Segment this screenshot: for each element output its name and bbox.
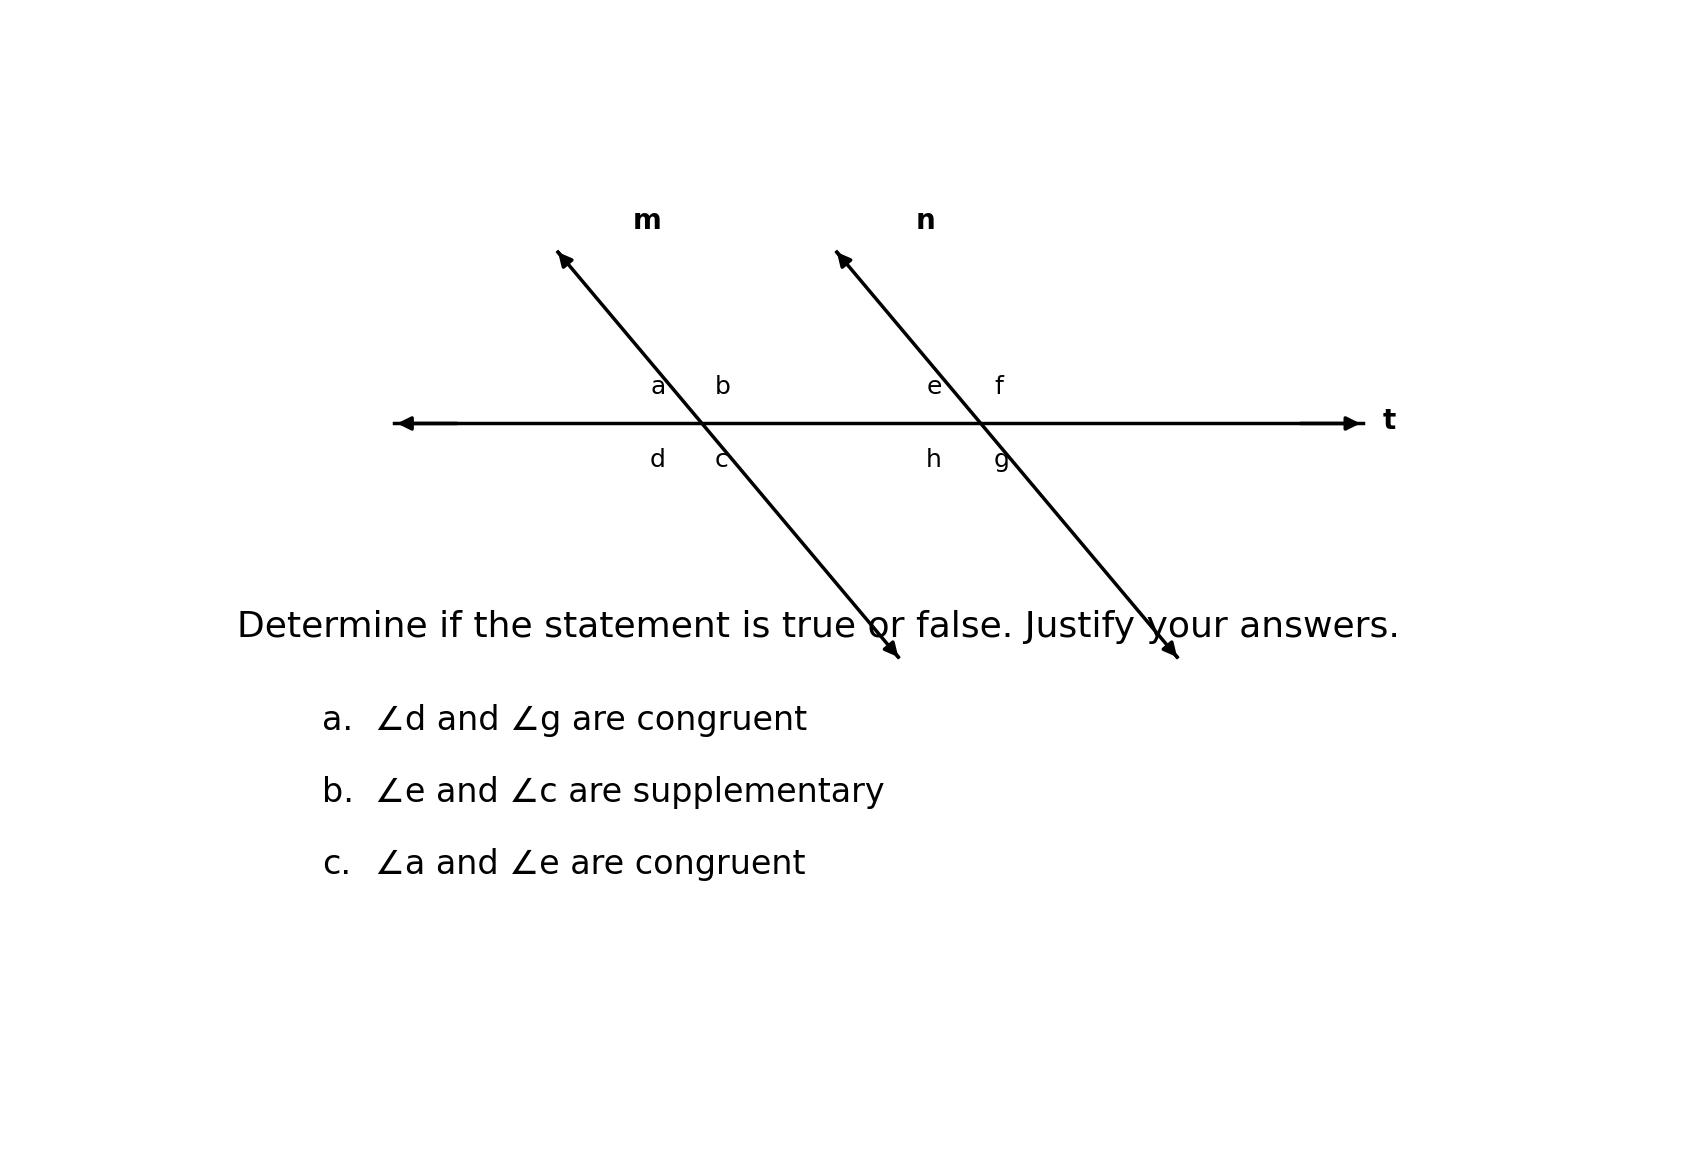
Text: m: m: [633, 207, 662, 235]
Text: Determine if the statement is true or false. Justify your answers.: Determine if the statement is true or fa…: [236, 610, 1400, 644]
Text: a: a: [650, 375, 665, 399]
Text: c: c: [714, 447, 730, 472]
Text: d: d: [650, 447, 665, 472]
Text: b: b: [714, 375, 731, 399]
Text: ∠e and ∠c are supplementary: ∠e and ∠c are supplementary: [375, 776, 885, 808]
Text: e: e: [926, 375, 941, 399]
Text: b.: b.: [323, 776, 355, 808]
Text: f: f: [993, 375, 1003, 399]
Text: g: g: [993, 447, 1010, 472]
Text: t: t: [1383, 406, 1395, 434]
Text: a.: a.: [323, 704, 353, 737]
Text: ∠a and ∠e are congruent: ∠a and ∠e are congruent: [375, 848, 806, 881]
Text: c.: c.: [323, 848, 351, 881]
Text: h: h: [926, 447, 941, 472]
Text: ∠d and ∠g are congruent: ∠d and ∠g are congruent: [375, 704, 807, 737]
Text: n: n: [915, 207, 936, 235]
